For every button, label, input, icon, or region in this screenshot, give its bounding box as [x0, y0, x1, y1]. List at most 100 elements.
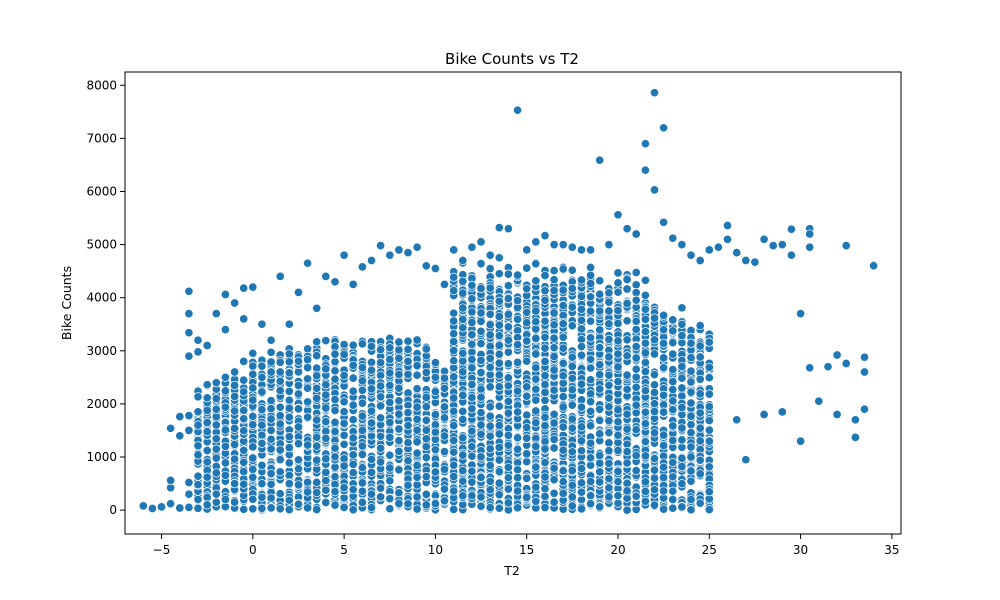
data-point	[540, 395, 550, 405]
data-point	[485, 264, 495, 274]
data-point	[604, 393, 614, 403]
data-point	[613, 210, 623, 220]
data-point	[677, 502, 687, 512]
data-point	[668, 385, 678, 395]
data-point	[293, 422, 304, 432]
data-point	[494, 467, 504, 477]
data-point	[640, 407, 650, 417]
data-point	[586, 333, 596, 343]
data-point	[193, 392, 203, 402]
data-point	[385, 380, 395, 390]
data-point	[503, 269, 513, 279]
data-point	[357, 411, 367, 421]
data-point	[421, 442, 431, 452]
data-point	[649, 485, 660, 495]
data-point	[312, 351, 322, 361]
data-point	[485, 431, 495, 441]
data-point	[558, 358, 568, 368]
data-point	[586, 491, 596, 501]
data-point	[449, 329, 459, 339]
data-point	[394, 409, 404, 419]
data-point	[604, 352, 614, 362]
data-point	[467, 466, 477, 476]
data-point	[640, 327, 650, 337]
data-point	[659, 123, 669, 133]
data-point	[622, 478, 632, 488]
data-point	[677, 403, 687, 413]
data-point	[531, 496, 541, 506]
data-point	[540, 502, 550, 513]
data-point	[193, 407, 203, 417]
data-point	[376, 392, 386, 402]
data-point	[595, 450, 605, 461]
y-tick-label: 7000	[86, 131, 117, 145]
data-point	[586, 354, 596, 364]
data-point	[412, 448, 422, 458]
data-point	[376, 401, 386, 411]
data-point	[211, 394, 221, 404]
data-point	[376, 492, 386, 502]
data-point	[376, 345, 386, 355]
data-point	[430, 499, 440, 509]
data-point	[211, 404, 221, 414]
data-point	[859, 367, 870, 377]
data-point	[321, 485, 331, 495]
data-point	[668, 349, 678, 359]
data-point	[303, 344, 313, 354]
data-point	[649, 500, 660, 510]
data-point	[494, 358, 504, 368]
data-point	[211, 420, 221, 430]
data-point	[640, 496, 650, 506]
data-point	[211, 309, 221, 319]
data-point	[513, 444, 523, 454]
data-point	[275, 467, 285, 477]
data-point	[604, 297, 614, 307]
data-point	[631, 425, 641, 435]
data-point	[458, 367, 468, 377]
data-point	[522, 245, 532, 255]
data-point	[385, 476, 395, 486]
data-point	[284, 319, 294, 329]
data-point	[485, 485, 495, 495]
data-point	[220, 386, 230, 396]
data-point	[494, 311, 504, 322]
data-point	[677, 383, 687, 393]
data-point	[567, 361, 577, 371]
data-point	[549, 240, 559, 250]
data-point	[622, 370, 632, 380]
data-point	[421, 500, 431, 510]
data-point	[859, 352, 870, 362]
data-point	[184, 309, 194, 319]
data-point	[686, 353, 696, 363]
data-point	[631, 491, 641, 501]
data-point	[476, 392, 486, 402]
data-point	[522, 410, 532, 420]
data-point	[184, 411, 194, 421]
data-point	[348, 433, 358, 443]
data-point	[631, 408, 641, 418]
data-point	[677, 435, 687, 445]
data-point	[385, 354, 395, 365]
data-point	[704, 337, 714, 347]
data-point	[695, 423, 705, 433]
data-point	[631, 372, 641, 382]
data-point	[595, 289, 605, 299]
data-point	[540, 371, 550, 381]
data-point	[321, 417, 331, 427]
data-point	[522, 449, 532, 459]
data-point	[385, 504, 395, 514]
data-point	[649, 335, 660, 345]
data-point	[586, 363, 596, 373]
data-point	[540, 472, 550, 482]
data-point	[695, 255, 705, 266]
data-point	[476, 452, 486, 462]
data-point	[348, 279, 358, 289]
data-point	[522, 336, 532, 346]
data-point	[567, 492, 577, 502]
data-point	[531, 349, 541, 359]
data-point	[421, 415, 431, 425]
data-point	[357, 497, 367, 508]
data-point	[558, 332, 568, 342]
data-point	[193, 480, 203, 490]
data-point	[449, 272, 459, 282]
